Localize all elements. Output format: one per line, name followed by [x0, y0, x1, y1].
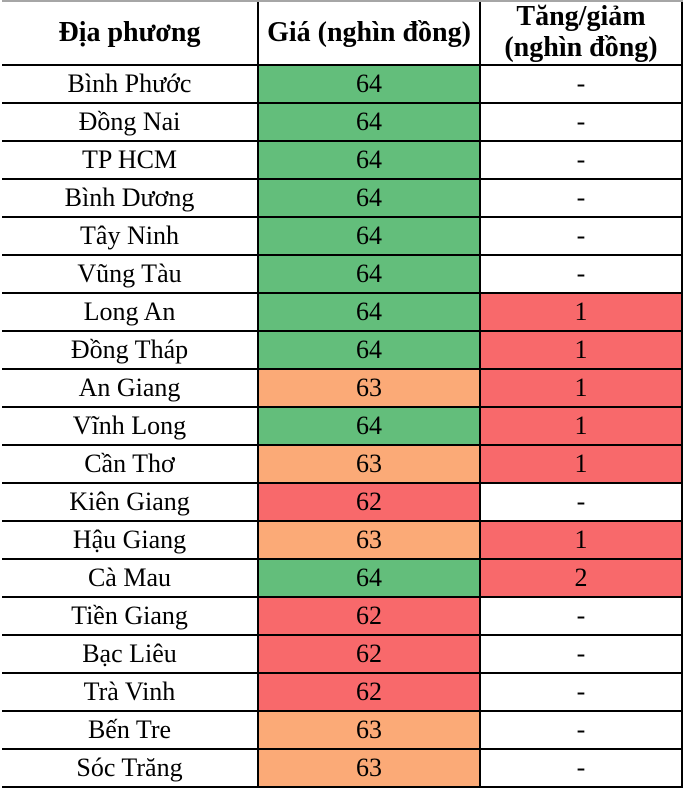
table-row: Bạc Liêu 62 -: [2, 636, 683, 674]
location-cell: Bình Phước: [2, 66, 259, 104]
location-cell: Bình Dương: [2, 180, 259, 218]
change-cell: 1: [481, 332, 683, 370]
price-cell: 63: [259, 370, 481, 408]
location-cell: Đồng Tháp: [2, 332, 259, 370]
price-cell: 62: [259, 636, 481, 674]
price-cell: 62: [259, 598, 481, 636]
change-cell: -: [481, 218, 683, 256]
location-cell: Kiên Giang: [2, 484, 259, 522]
table-row: Bến Tre 63 -: [2, 712, 683, 750]
location-cell: Tiền Giang: [2, 598, 259, 636]
price-cell: 64: [259, 294, 481, 332]
change-cell: -: [481, 750, 683, 788]
change-cell: -: [481, 484, 683, 522]
price-cell: 64: [259, 218, 481, 256]
table-row: Trà Vinh 62 -: [2, 674, 683, 712]
change-cell: 1: [481, 446, 683, 484]
table-row: Vũng Tàu 64 -: [2, 256, 683, 294]
location-cell: Cần Thơ: [2, 446, 259, 484]
location-cell: Bạc Liêu: [2, 636, 259, 674]
change-cell: -: [481, 142, 683, 180]
change-cell: -: [481, 180, 683, 218]
change-cell: 1: [481, 522, 683, 560]
table-row: TP HCM 64 -: [2, 142, 683, 180]
location-cell: Bến Tre: [2, 712, 259, 750]
header-change: Tăng/giảm (nghìn đồng): [481, 2, 683, 66]
change-cell: -: [481, 674, 683, 712]
price-cell: 64: [259, 332, 481, 370]
change-cell: -: [481, 256, 683, 294]
table-row: Long An 64 1: [2, 294, 683, 332]
location-cell: Sóc Trăng: [2, 750, 259, 788]
table-row: Cần Thơ 63 1: [2, 446, 683, 484]
table-row: Sóc Trăng 63 -: [2, 750, 683, 788]
price-cell: 64: [259, 104, 481, 142]
location-cell: Đồng Nai: [2, 104, 259, 142]
table-row: Hậu Giang 63 1: [2, 522, 683, 560]
change-cell: -: [481, 104, 683, 142]
price-cell: 63: [259, 750, 481, 788]
location-cell: Trà Vinh: [2, 674, 259, 712]
change-cell: -: [481, 598, 683, 636]
change-cell: 1: [481, 294, 683, 332]
location-cell: Long An: [2, 294, 259, 332]
table-row: Bình Phước 64 -: [2, 66, 683, 104]
change-cell: -: [481, 636, 683, 674]
table-row: Tây Ninh 64 -: [2, 218, 683, 256]
table-row: Đồng Nai 64 -: [2, 104, 683, 142]
price-cell: 64: [259, 256, 481, 294]
location-cell: Cà Mau: [2, 560, 259, 598]
location-cell: TP HCM: [2, 142, 259, 180]
price-cell: 62: [259, 674, 481, 712]
location-cell: An Giang: [2, 370, 259, 408]
table-row: An Giang 63 1: [2, 370, 683, 408]
price-cell: 63: [259, 712, 481, 750]
location-cell: Vũng Tàu: [2, 256, 259, 294]
price-cell: 64: [259, 180, 481, 218]
change-cell: 1: [481, 370, 683, 408]
change-cell: -: [481, 712, 683, 750]
change-cell: 1: [481, 408, 683, 446]
change-cell: 2: [481, 560, 683, 598]
table-row: Tiền Giang 62 -: [2, 598, 683, 636]
table-row: Vĩnh Long 64 1: [2, 408, 683, 446]
header-price: Giá (nghìn đồng): [259, 2, 481, 66]
location-cell: Vĩnh Long: [2, 408, 259, 446]
price-cell: 64: [259, 66, 481, 104]
header-location: Địa phương: [2, 2, 259, 66]
price-cell: 64: [259, 408, 481, 446]
change-cell: -: [481, 66, 683, 104]
price-cell: 63: [259, 522, 481, 560]
table-row: Đồng Tháp 64 1: [2, 332, 683, 370]
price-cell: 62: [259, 484, 481, 522]
table-row: Kiên Giang 62 -: [2, 484, 683, 522]
price-cell: 64: [259, 560, 481, 598]
price-cell: 64: [259, 142, 481, 180]
price-cell: 63: [259, 446, 481, 484]
location-cell: Tây Ninh: [2, 218, 259, 256]
table-row: Bình Dương 64 -: [2, 180, 683, 218]
table-header-row: Địa phương Giá (nghìn đồng) Tăng/giảm (n…: [2, 2, 683, 66]
table-row: Cà Mau 64 2: [2, 560, 683, 598]
location-cell: Hậu Giang: [2, 522, 259, 560]
